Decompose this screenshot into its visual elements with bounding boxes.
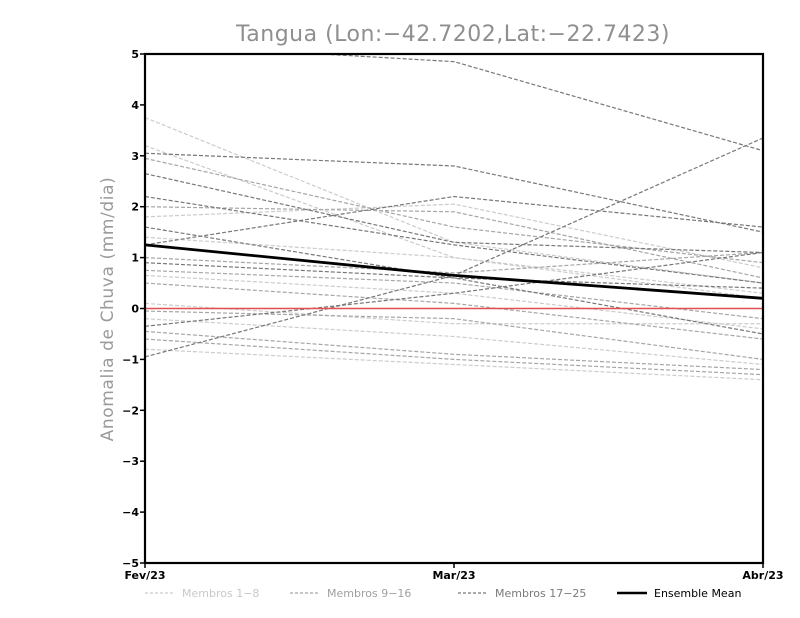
member-line-19: [145, 173, 763, 254]
y-tick-label: 2: [131, 201, 139, 214]
member-line-14: [145, 310, 763, 360]
legend: Membros 1−8 Membros 9−16 Membros 17−25 Ense…: [145, 587, 741, 600]
y-tick-label: −3: [122, 455, 139, 468]
y-tick-label: 4: [131, 99, 139, 112]
member-line-15: [145, 330, 763, 371]
x-tick-label: Fev/23: [124, 569, 165, 582]
y-tick-label: 0: [131, 303, 139, 316]
member-line-18: [145, 152, 763, 233]
member-line-17: [311, 54, 763, 152]
y-tick-label: 1: [131, 252, 139, 265]
series-layer: [145, 54, 763, 381]
y-tick-label: −2: [122, 404, 139, 417]
member-line-8: [145, 348, 763, 381]
member-line-10: [145, 206, 763, 279]
chart-title: Tangua (Lon:−42.7202,Lat:−22.7423): [235, 22, 670, 47]
member-line-7: [145, 318, 763, 366]
legend-label: Membros 9−16: [327, 587, 411, 600]
member-line-23: [145, 262, 763, 335]
y-tick-label: 3: [131, 150, 139, 163]
y-axis-label: Anomalia de Chuva (mm/dia): [98, 177, 118, 442]
legend-item-1: Membros 1−8: [145, 587, 259, 600]
x-tick-label: Mar/23: [432, 569, 475, 582]
legend-item-2: Membros 9−16: [290, 587, 411, 600]
plot-area: −5 −4 −3 −2 −1 0 1 2 3 4 5 Fev/23 Mar/23 Abr/23: [122, 48, 783, 582]
member-line-22: [145, 195, 763, 246]
x-tick-label: Abr/23: [742, 569, 783, 582]
member-line-1: [145, 117, 763, 284]
member-line-9: [145, 157, 763, 264]
y-tick-label: −5: [122, 557, 139, 570]
y-tick-label: −4: [122, 506, 139, 519]
y-tick-label: −1: [122, 353, 139, 366]
member-line-13: [145, 282, 763, 340]
member-line-20: [145, 195, 763, 284]
member-line-5: [145, 274, 763, 330]
legend-item-4: Ensemble Mean: [617, 587, 741, 600]
member-line-2: [145, 145, 763, 294]
member-line-24: [145, 251, 763, 327]
legend-label: Ensemble Mean: [654, 587, 741, 600]
axis-ticks: −5 −4 −3 −2 −1 0 1 2 3 4 5 Fev/23 Mar/23 Abr/23: [122, 48, 783, 582]
legend-label: Membros 1−8: [182, 587, 259, 600]
ensemble-mean-line: [144, 243, 764, 300]
legend-label: Membros 17−25: [495, 587, 586, 600]
member-line-6: [145, 302, 763, 325]
member-line-11: [145, 251, 763, 274]
legend-item-3: Membros 17−25: [458, 587, 586, 600]
member-line-16: [145, 338, 763, 376]
member-line-12: [145, 269, 763, 320]
y-tick-label: 5: [131, 48, 139, 61]
